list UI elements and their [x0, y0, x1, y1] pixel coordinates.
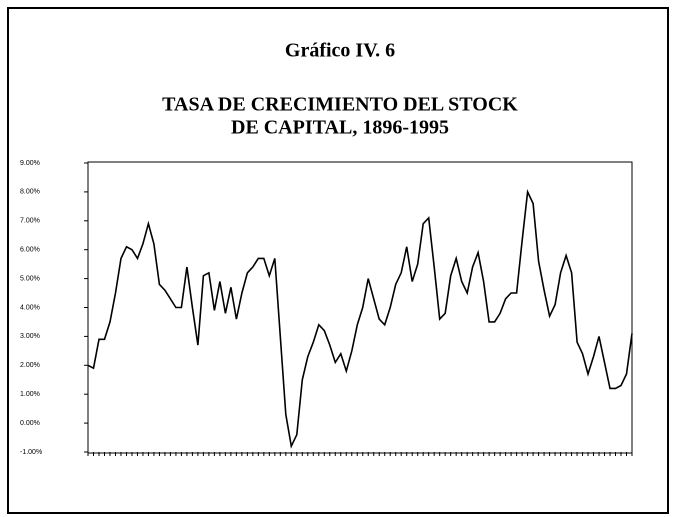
- y-tick-label: 2.00%: [20, 362, 40, 369]
- y-tick-label: 7.00%: [20, 218, 40, 225]
- y-tick-label: -1.00%: [20, 449, 42, 456]
- plot-frame: [87, 161, 633, 454]
- y-tick-label: 6.00%: [20, 247, 40, 254]
- y-tick-label: 4.00%: [20, 304, 40, 311]
- chart-subtitle: TASA DE CRECIMIENTO DEL STOCK: [162, 94, 518, 116]
- chart-title: Gráfico IV. 6: [285, 40, 395, 62]
- y-tick-label: 0.00%: [20, 420, 40, 427]
- chart-subtitle: DE CAPITAL, 1896-1995: [231, 117, 449, 139]
- y-tick-label: 8.00%: [20, 189, 40, 196]
- page-frame: [7, 7, 669, 514]
- y-tick-label: 3.00%: [20, 333, 40, 340]
- data-line: [87, 189, 633, 449]
- y-tick-label: 9.00%: [20, 160, 40, 167]
- y-tick-label: 5.00%: [20, 275, 40, 282]
- y-tick-label: 1.00%: [20, 391, 40, 398]
